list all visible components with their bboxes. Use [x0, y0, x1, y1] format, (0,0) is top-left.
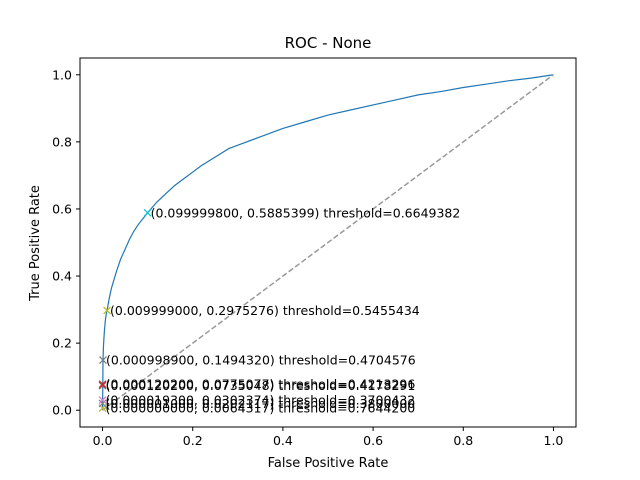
threshold-marker — [99, 356, 107, 365]
plot-area: 0.0 0.2 0.4 0.6 0.8 1.0 0.0 0.2 0.4 0.6 0.8 1.0 (0.0… — [52, 67, 563, 448]
threshold-annotation: (0.000998900, 0.1494320) threshold=0.470… — [106, 353, 416, 368]
marker-stroke — [103, 306, 112, 315]
threshold-annotation: (0.000019300, 0.0302374) threshold=0.370… — [106, 393, 416, 408]
x-tick-label: 0.2 — [183, 433, 203, 448]
y-tick-label: 1.0 — [52, 67, 72, 82]
y-tick-label: 0.6 — [52, 201, 72, 216]
chart-title: ROC - None — [285, 34, 372, 52]
x-tick-label: 0.4 — [273, 433, 293, 448]
threshold-marker — [98, 381, 107, 390]
diagonal-reference-line — [102, 74, 554, 411]
threshold-annotation: (0.000120200, 0.0775077) threshold=0.421… — [106, 377, 416, 392]
marker-stroke — [98, 396, 107, 405]
threshold-annotation: (0.000000000, 0.0064317) threshold=0.764… — [106, 401, 416, 416]
marker-stroke — [98, 399, 107, 408]
threshold-marker — [98, 399, 107, 408]
threshold-annotation: (0.000120200, 0.0735048) threshold=0.417… — [106, 378, 416, 393]
threshold-marker — [98, 396, 107, 405]
y-axis-label: True Positive Rate — [28, 185, 43, 302]
x-tick-label: 0.0 — [93, 433, 113, 448]
threshold-annotation: (0.099999800, 0.5885399) threshold=0.664… — [151, 205, 461, 220]
marker-stroke — [98, 381, 107, 390]
marker-stroke — [99, 356, 107, 365]
y-tick-label: 0.2 — [52, 336, 72, 351]
threshold-marker — [103, 306, 112, 315]
y-tick-label: 0.0 — [52, 403, 72, 418]
y-tick-label: 0.8 — [52, 134, 72, 149]
x-tick-label: 0.8 — [453, 433, 473, 448]
marker-stroke — [143, 208, 152, 217]
y-tick-label: 0.4 — [52, 269, 72, 284]
x-tick-label: 1.0 — [544, 433, 564, 448]
marker-stroke — [98, 380, 107, 389]
roc-curve-line — [101, 74, 554, 411]
x-tick-label: 0.6 — [363, 433, 383, 448]
threshold-annotation: (0.009999000, 0.2975276) threshold=0.545… — [110, 303, 420, 318]
threshold-marker — [143, 208, 152, 217]
axes-frame — [79, 57, 577, 428]
x-axis-label: False Positive Rate — [268, 456, 389, 471]
threshold-annotation: (0.000001000, 0.0202117) threshold=0.380… — [106, 396, 416, 411]
threshold-marker — [98, 380, 107, 389]
